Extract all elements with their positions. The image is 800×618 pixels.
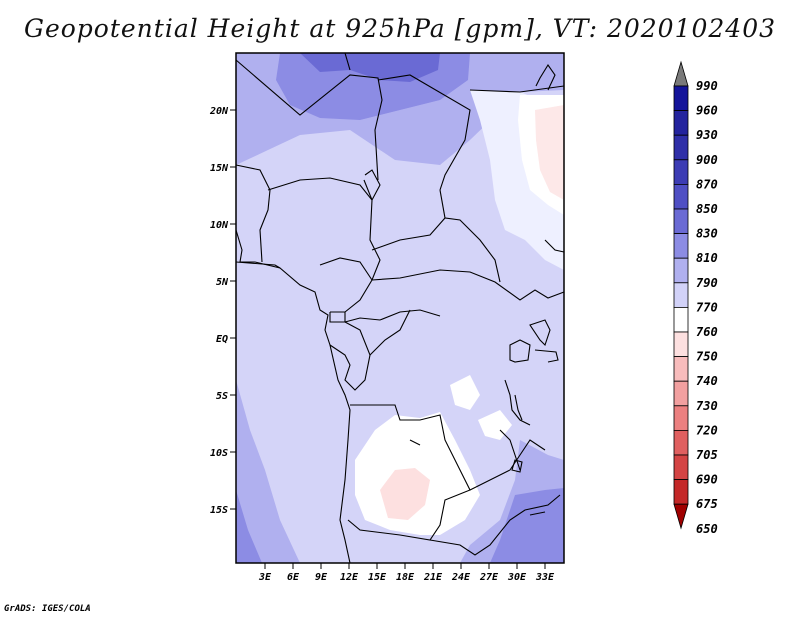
- lat-label: EQ: [216, 334, 228, 345]
- colorbar-label: 930: [696, 128, 718, 142]
- lat-axis: 20N 15N 10N 5N EQ 5S 10S 15S: [209, 106, 236, 516]
- colorbar-label: 705: [696, 448, 718, 462]
- lon-axis: 3E 6E 9E 12E 15E 18E 21E 24E 27E 30E 33E: [258, 563, 555, 583]
- colorbar-segment: [673, 233, 689, 259]
- map-title: Geopotential Height at 925hPa [gpm], VT:…: [23, 14, 777, 43]
- field-band-850: [300, 53, 440, 82]
- field-band-750-ne: [535, 105, 564, 200]
- lat-label: 5S: [216, 391, 228, 402]
- colorbar-segment: [673, 306, 689, 333]
- colorbar-segment: [673, 356, 689, 382]
- field-band-west: [236, 380, 300, 563]
- colorbar-label: 720: [696, 423, 718, 437]
- lon-label: 24E: [451, 572, 471, 583]
- colorbar-segment: [673, 454, 689, 481]
- colorbar-label: 990: [696, 79, 718, 93]
- grads-credit: GrADS: IGES/COLA: [4, 604, 91, 614]
- field-band-760-c2: [478, 410, 512, 440]
- field-band-se2: [490, 488, 564, 563]
- coastlines: [235, 52, 565, 564]
- colorbar: 990 960 930 900 870 850 830 810 790 770 760 750 740 7…: [673, 60, 718, 536]
- colorbar-segment: [673, 380, 689, 407]
- lat-label: 15S: [210, 505, 228, 516]
- lon-label: 21E: [423, 572, 443, 583]
- lon-label: 30E: [507, 572, 527, 583]
- lat-label: 15N: [210, 163, 229, 174]
- colorbar-label: 690: [696, 473, 718, 487]
- colorbar-label: 870: [696, 177, 718, 191]
- field-band-750-s: [380, 468, 430, 520]
- lon-label: 3E: [258, 572, 272, 583]
- colorbar-label: 730: [696, 399, 718, 413]
- colorbar-label: 760: [696, 325, 718, 339]
- lon-label: 9E: [315, 572, 328, 583]
- colorbar-segment: [673, 331, 689, 358]
- map-area: [236, 53, 564, 563]
- lon-label: 27E: [479, 572, 499, 583]
- colorbar-segment: [673, 208, 689, 235]
- colorbar-label: 650: [696, 522, 718, 536]
- map-frame: [235, 52, 565, 564]
- colorbar-label: 850: [696, 202, 718, 216]
- colorbar-segment: [673, 257, 689, 284]
- colorbar-bottom-arrow: [673, 503, 689, 530]
- lat-label: 5N: [216, 277, 229, 288]
- colorbar-label: 790: [696, 276, 718, 290]
- colorbar-label: 740: [696, 374, 718, 388]
- colorbar-label: 675: [696, 497, 718, 511]
- lon-label: 12E: [340, 572, 359, 583]
- colorbar-top-arrow: [673, 60, 689, 87]
- colorbar-segment: [673, 479, 689, 505]
- lat-label: 10S: [210, 448, 228, 459]
- lon-label: 18E: [396, 572, 415, 583]
- colorbar-segment: [673, 110, 689, 136]
- lat-label: 10N: [210, 220, 229, 231]
- field-band-sw: [236, 490, 262, 563]
- colorbar-label: 830: [696, 227, 718, 241]
- colorbar-segment: [673, 282, 689, 308]
- lon-label: 6E: [287, 572, 300, 583]
- colorbar-label: 750: [696, 350, 718, 364]
- colorbar-segment: [673, 159, 689, 185]
- colorbar-segment: [673, 405, 689, 431]
- colorbar-segment: [673, 134, 689, 161]
- colorbar-label: 810: [696, 251, 718, 265]
- colorbar-label: 770: [696, 300, 718, 314]
- lat-label: 20N: [209, 106, 229, 117]
- colorbar-segment: [673, 183, 689, 210]
- colorbar-label: 960: [696, 104, 718, 118]
- lon-label: 15E: [368, 572, 387, 583]
- colorbar-label: 900: [696, 153, 718, 167]
- colorbar-segment: [673, 429, 689, 456]
- lon-label: 33E: [535, 572, 555, 583]
- field-band-760-c: [450, 375, 480, 410]
- colorbar-segment: [673, 85, 689, 112]
